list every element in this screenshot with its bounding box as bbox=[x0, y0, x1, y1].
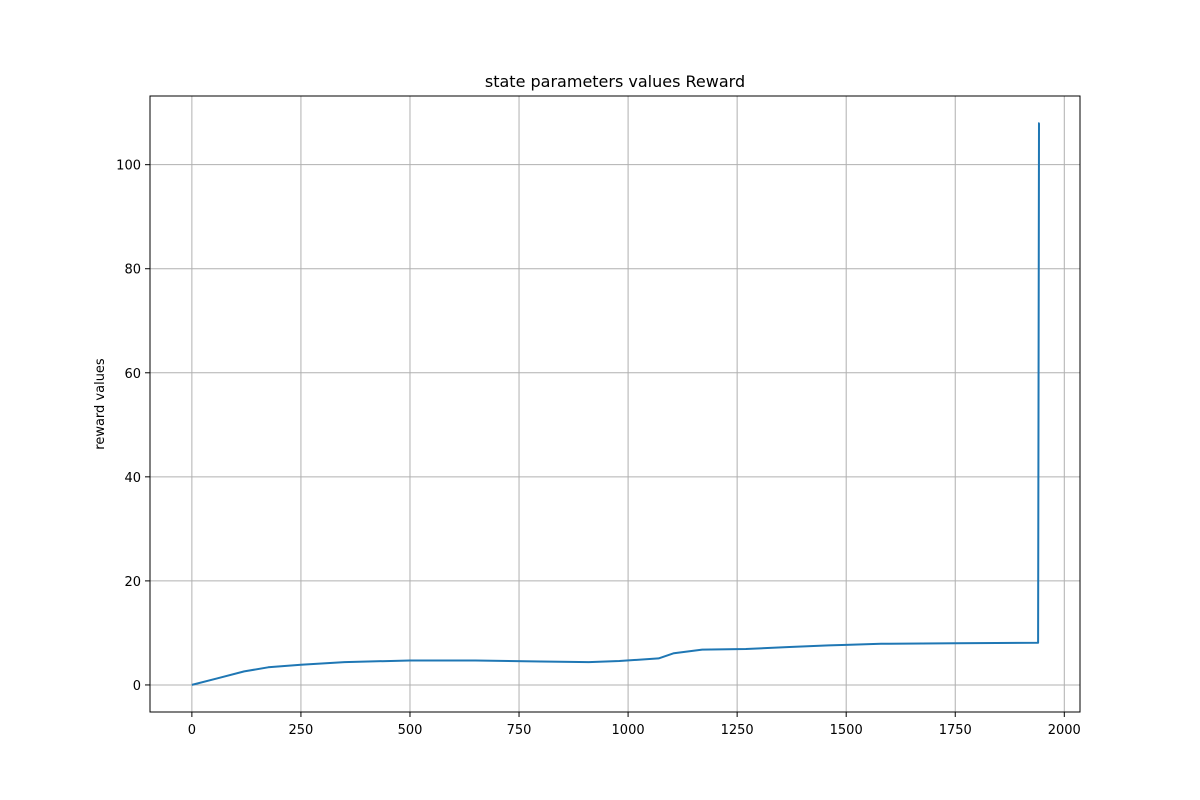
chart-title: state parameters values Reward bbox=[485, 72, 745, 91]
x-tick-label: 750 bbox=[507, 723, 532, 738]
grid-lines bbox=[150, 96, 1080, 712]
x-tick-label: 1750 bbox=[939, 723, 972, 738]
x-tick-label: 500 bbox=[398, 723, 423, 738]
y-tick-label: 0 bbox=[133, 679, 141, 694]
x-axis: 0 250 500 750 1000 1250 1500 1750 2000 bbox=[188, 712, 1081, 738]
plot-frame bbox=[149, 95, 1081, 713]
x-tick-label: 1250 bbox=[721, 723, 754, 738]
y-axis-label: reward values bbox=[93, 358, 108, 450]
reward-series-line bbox=[191, 122, 1040, 686]
y-tick-label: 60 bbox=[124, 367, 141, 382]
x-tick-label: 1500 bbox=[830, 723, 863, 738]
y-tick-label: 20 bbox=[124, 575, 141, 590]
x-tick-label: 250 bbox=[289, 723, 314, 738]
x-tick-label: 1000 bbox=[612, 723, 645, 738]
y-tick-label: 80 bbox=[124, 263, 141, 278]
plot-series bbox=[191, 122, 1040, 686]
x-tick-label: 2000 bbox=[1048, 723, 1081, 738]
y-axis: 0 20 40 60 80 100 bbox=[116, 159, 150, 694]
x-tick-label: 0 bbox=[188, 723, 196, 738]
y-tick-label: 40 bbox=[124, 471, 141, 486]
y-tick-label: 100 bbox=[116, 159, 141, 174]
